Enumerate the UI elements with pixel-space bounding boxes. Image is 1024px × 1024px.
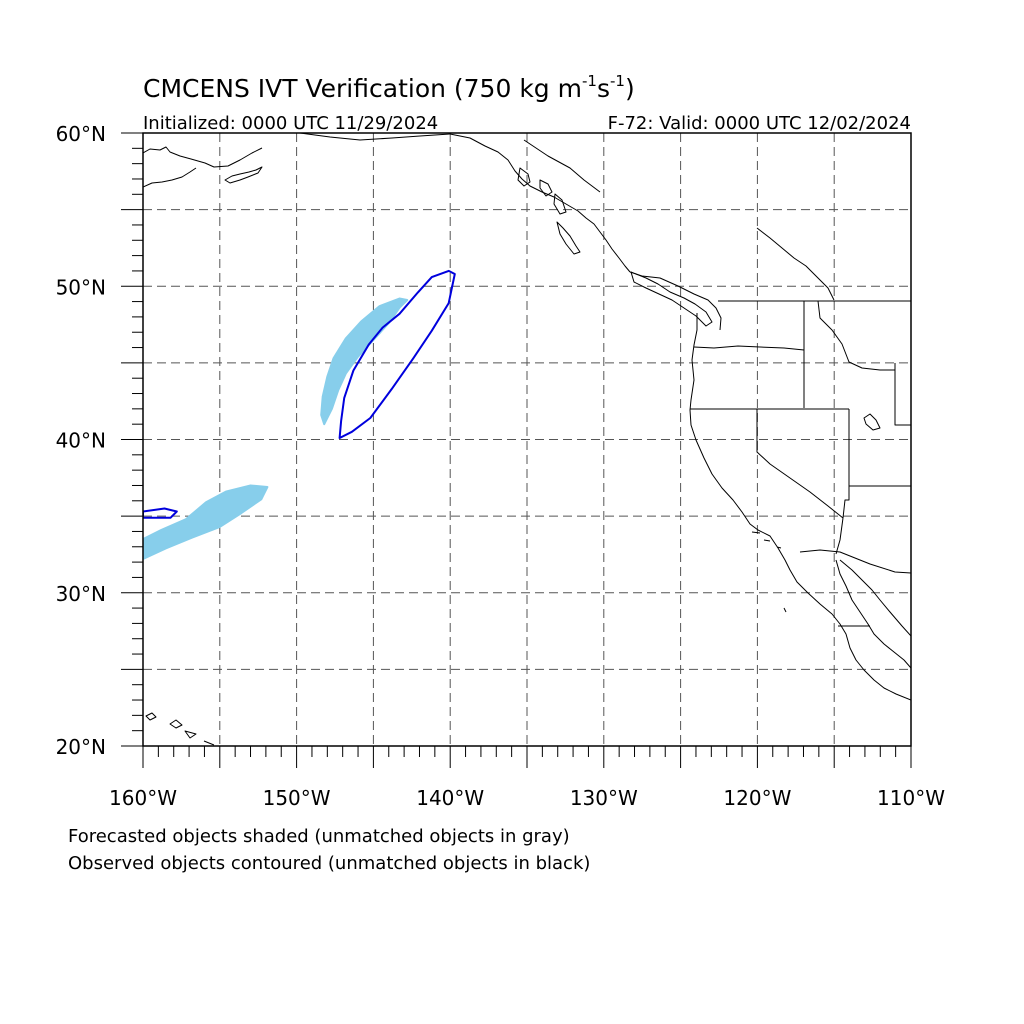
lat-label: 20°N [56,735,106,759]
longitude-labels: 160°W 150°W 140°W 130°W 120°W 110°W [109,786,945,810]
forecast-note: Forecasted objects shaded (unmatched obj… [68,826,570,847]
alaska-bc-boundary [523,139,601,193]
observed-note: Observed objects contoured (unmatched ob… [68,853,590,874]
channel-islands [751,531,782,549]
lon-label: 110°W [877,786,945,810]
california-arizona-border [835,517,844,555]
baja-east-coast [835,559,911,669]
alaska-gulf-coast [299,133,451,141]
mainland-mexico-coast [839,559,911,637]
bc-mainland-coast [629,271,722,331]
vancouver-island [630,271,713,327]
forecast-object-north [320,297,409,426]
coastline-layer [143,133,911,746]
guadalupe-island [783,607,787,613]
us-mexico-border [799,549,911,574]
forecast-object-south [143,484,269,560]
map-grid [143,133,911,746]
hawaii-islands [145,712,215,746]
washington-oregon-border [693,345,805,351]
forecast-objects-layer [143,297,409,560]
idaho-montana-border [817,300,895,371]
lon-label: 130°W [570,786,638,810]
map-title: CMCENS IVT Verification (750 kg m-1s-1) [143,72,635,103]
latitude-labels: 60°N 50°N 40°N 30°N 20°N [56,122,106,759]
map-ticks [121,132,912,768]
bc-alberta-boundary [756,227,835,301]
lon-label: 120°W [723,786,791,810]
wyoming-border [894,363,911,426]
lon-label: 150°W [263,786,331,810]
initialized-time: Initialized: 0000 UTC 11/29/2024 [143,113,438,134]
alaska-peninsula-coast [143,146,263,168]
lon-label: 160°W [109,786,177,810]
lat-label: 60°N [56,122,106,146]
se-alaska-islands [517,167,567,215]
lon-label: 140°W [416,786,484,810]
nevada-california-border [756,409,844,519]
lat-label: 30°N [56,582,106,606]
kodiak-coast [224,166,263,184]
observed-object-north [338,269,456,439]
nevada-utah-border [842,409,850,519]
valid-time: F-72: Valid: 0000 UTC 12/02/2024 [608,113,911,134]
alaska-lower-coast [143,167,197,188]
haida-gwaii [556,221,581,255]
observed-objects-layer [143,269,456,519]
great-salt-lake [863,413,881,431]
observed-object-south [143,507,178,519]
us-west-coast [689,313,911,701]
lat-label: 50°N [56,275,106,299]
lat-label: 40°N [56,429,106,453]
se-alaska-coast [449,133,631,273]
